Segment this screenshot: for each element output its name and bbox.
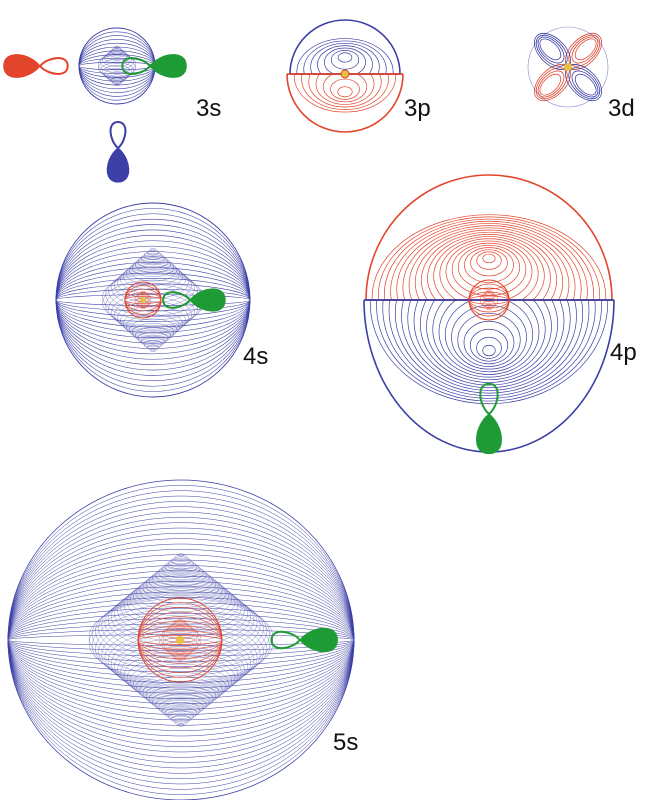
- sphere-contour: [140, 673, 222, 708]
- sphere-contour: [79, 32, 155, 100]
- sphere-contour: [79, 36, 155, 97]
- orbital-label: 3p: [404, 95, 431, 122]
- nucleus: [176, 636, 184, 644]
- lobe-contour: [477, 337, 502, 358]
- sphere-contour: [104, 52, 129, 63]
- nucleus: [140, 297, 146, 303]
- lobe-contour: [338, 87, 353, 97]
- orbital-lobe: [4, 55, 40, 78]
- sphere-contour: [147, 250, 159, 255]
- sphere-contour: [100, 54, 133, 69]
- orbital-label: 4p: [610, 339, 637, 366]
- d-lobe: [572, 35, 600, 63]
- d-lobe: [567, 32, 602, 67]
- orbital-lobe: [111, 122, 126, 148]
- orbital-lobe: [40, 58, 68, 74]
- sphere-contour: [150, 349, 156, 352]
- orbital-label: 3d: [608, 95, 635, 122]
- lobe-contour: [483, 345, 496, 356]
- nucleus: [564, 63, 572, 71]
- orbital-lobe: [150, 55, 186, 78]
- nucleus: [341, 70, 349, 78]
- d-lobe: [572, 71, 600, 99]
- orbital-lobe: [107, 148, 128, 182]
- d-lobe: [536, 35, 564, 63]
- d-lobe: [567, 66, 602, 101]
- orbital-label: 5s: [333, 729, 358, 756]
- lobe-contour: [331, 79, 360, 99]
- orbital-lobe: [271, 632, 300, 648]
- orbital-lobe: [477, 414, 502, 454]
- lobe-contour: [439, 289, 539, 374]
- sphere-contour: [147, 345, 159, 350]
- orbital-label: 3s: [196, 95, 221, 122]
- d-lobe: [536, 71, 564, 99]
- d-lobe: [533, 32, 568, 67]
- sphere-contour: [178, 724, 184, 727]
- orbital-contours: [4, 16, 614, 800]
- orbital-lobe: [300, 628, 337, 652]
- sphere-contour: [178, 554, 184, 557]
- d-lobe: [533, 66, 568, 101]
- orbital-figure: 3s 3p 3d 4s 4p 5s: [0, 0, 654, 800]
- sphere-contour: [79, 43, 155, 89]
- orbital-label: 4s: [243, 343, 268, 370]
- lobe-contour: [331, 50, 359, 69]
- orbital-lobe: [190, 289, 225, 311]
- sphere-contour: [140, 573, 222, 608]
- sphere-contour: [175, 555, 188, 560]
- lobe-contour: [464, 321, 514, 364]
- sphere-contour: [104, 69, 129, 80]
- lobe-contour: [477, 252, 502, 270]
- sphere-contour: [100, 63, 133, 78]
- lobe-contour: [408, 249, 571, 387]
- lobe-contour: [338, 53, 352, 62]
- lobe-contour: [483, 254, 495, 263]
- sphere-contour: [175, 719, 188, 724]
- lobe-contour: [464, 248, 513, 283]
- sphere-contour: [79, 55, 155, 78]
- sphere-contour: [150, 248, 156, 251]
- lobe-contour: [420, 265, 558, 382]
- sphere-contour: [79, 47, 155, 85]
- orbital-lobe: [480, 384, 497, 414]
